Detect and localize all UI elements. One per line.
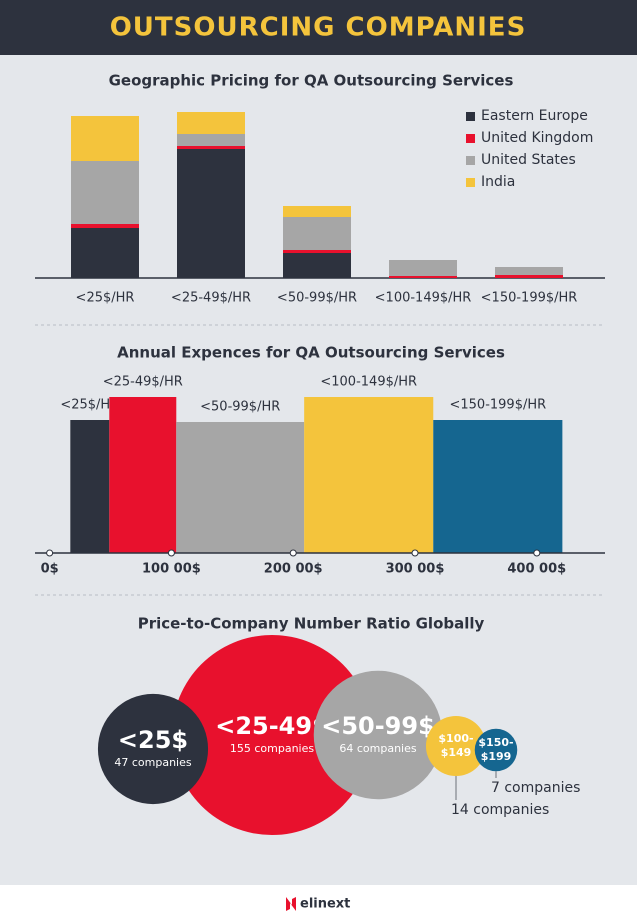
bar-segment <box>283 217 351 250</box>
bubble <box>313 670 443 800</box>
legend-swatch <box>466 178 475 187</box>
bubble <box>97 693 209 805</box>
bar-segment <box>283 250 351 253</box>
value-label: 155 companies <box>230 742 315 755</box>
legend-label: United States <box>481 152 576 168</box>
bar-label: <100-149$/HR <box>320 375 417 390</box>
bar-label: <150-199$/HR <box>449 398 546 413</box>
legend-swatch <box>466 112 475 121</box>
bar-segment <box>495 275 563 278</box>
x-tick <box>411 549 419 557</box>
chart-title: Price-to-Company Number Ratio Globally <box>138 615 485 633</box>
logo-icon <box>286 897 296 911</box>
x-tick-label: <25-49$/HR <box>171 291 251 306</box>
bar-segment <box>283 253 351 278</box>
bubble <box>172 635 372 835</box>
chart-title: Annual Expences for QA Outsourcing Servi… <box>117 344 505 362</box>
header-band <box>0 0 637 55</box>
legend-swatch <box>466 156 475 165</box>
bar-label: <50-99$/HR <box>200 400 280 415</box>
bar-segment <box>283 206 351 217</box>
bubble-label: <25-49$ <box>215 712 329 740</box>
legend-label: India <box>481 174 515 190</box>
chart-title: Geographic Pricing for QA Outsourcing Se… <box>109 72 514 90</box>
footer-brand: elinext <box>300 897 350 912</box>
bubble-label: $149 <box>441 746 472 759</box>
bubble-label: $199 <box>481 750 512 763</box>
x-tick-label: 400 00$ <box>507 562 566 577</box>
bar-segment <box>71 228 139 278</box>
x-tick-label: <150-199$/HR <box>481 291 578 306</box>
bubble <box>425 715 487 777</box>
bubble-label: <50-99$ <box>321 712 435 740</box>
bar-label: <25$/HR <box>60 398 119 413</box>
x-tick <box>533 549 541 557</box>
header-title: OUTSOURCING COMPANIES <box>110 13 527 43</box>
bar <box>433 420 563 553</box>
bar-label: <25-49$/HR <box>103 375 183 390</box>
x-tick-label: <100-149$/HR <box>375 291 472 306</box>
x-tick-label: 200 00$ <box>264 562 323 577</box>
value-label: 64 companies <box>339 742 417 755</box>
value-label: 47 companies <box>114 756 192 769</box>
bar-segment <box>177 134 245 146</box>
x-tick-label: 0$ <box>41 562 59 577</box>
bar-segment <box>177 149 245 278</box>
bar-segment <box>177 146 245 149</box>
bubble-label: $100- <box>438 732 473 745</box>
bubble-label: <25$ <box>118 726 188 754</box>
bar-segment <box>177 112 245 134</box>
bar <box>70 420 110 553</box>
bar-segment <box>71 224 139 228</box>
footer-band <box>0 885 637 920</box>
x-tick <box>167 549 175 557</box>
x-tick-label: 300 00$ <box>386 562 445 577</box>
x-tick <box>289 549 297 557</box>
legend-swatch <box>466 134 475 143</box>
bar-segment <box>389 276 457 278</box>
bar-segment <box>495 267 563 275</box>
bar <box>176 422 305 553</box>
bar-segment <box>71 116 139 161</box>
value-label: 14 companies <box>451 802 549 818</box>
x-tick-label: <25$/HR <box>76 291 135 306</box>
bar-segment <box>71 161 139 224</box>
legend-label: Eastern Europe <box>481 108 588 124</box>
x-tick <box>46 549 54 557</box>
bar-segment <box>389 260 457 276</box>
legend-label: United Kingdom <box>481 130 593 146</box>
bar <box>304 397 434 553</box>
value-label: 7 companies <box>491 780 580 796</box>
x-tick-label: 100 00$ <box>142 562 201 577</box>
bar <box>109 397 177 553</box>
bubble <box>474 728 518 772</box>
x-tick-label: <50-99$/HR <box>277 291 357 306</box>
bubble-label: $150- <box>478 736 513 749</box>
